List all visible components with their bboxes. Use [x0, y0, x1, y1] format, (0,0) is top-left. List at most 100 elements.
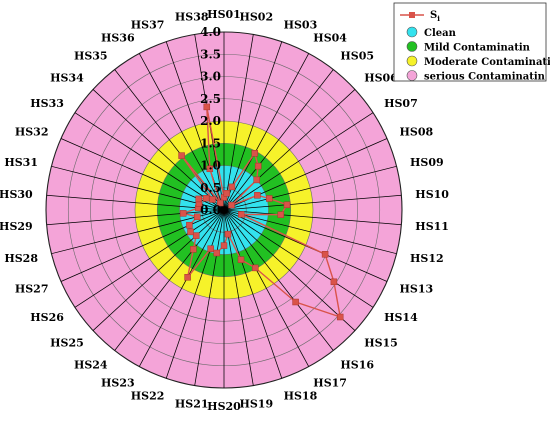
spoke-line [223, 209, 334, 351]
spoke-line [223, 69, 334, 211]
category-label-hs02: HS02 [239, 11, 273, 24]
category-label-hs30: HS30 [0, 188, 33, 201]
data-point-hs16 [292, 298, 299, 306]
data-point-hs09 [266, 195, 273, 202]
data-point-hs02 [223, 190, 231, 197]
spoke-line [223, 112, 374, 211]
spoke-line [223, 165, 397, 211]
category-label-hs31: HS31 [4, 156, 38, 169]
data-point-hs34 [209, 196, 216, 203]
legend: Si Clean Mild Contaminatin Moderate Contami… [393, 2, 550, 83]
radial-tick-label: 3.0 [200, 70, 221, 84]
spoke-line [92, 209, 225, 331]
data-point-hs32 [195, 195, 202, 203]
category-label-hs24: HS24 [74, 359, 108, 372]
data-point-hs05 [254, 162, 262, 170]
category-label-hs38: HS38 [175, 11, 209, 24]
category-label-hs13: HS13 [400, 283, 434, 296]
category-label-hs34: HS34 [50, 71, 84, 84]
spoke-line [46, 209, 225, 226]
radial-tick-label: 2.5 [200, 92, 221, 106]
spoke-line [223, 209, 283, 379]
legend-series-marker [409, 12, 415, 18]
spoke-line [194, 209, 225, 386]
legend-swatch [406, 26, 418, 38]
data-point-hs12 [238, 211, 245, 218]
category-label-hs14: HS14 [384, 311, 418, 324]
category-label-hs16: HS16 [340, 359, 374, 372]
data-point-hs24 [190, 246, 197, 253]
spoke-line [138, 209, 225, 367]
category-label-hs10: HS10 [415, 188, 449, 201]
data-point-hs10 [283, 201, 291, 209]
data-point-hs08 [254, 192, 261, 199]
category-label-hs29: HS29 [0, 220, 33, 233]
category-label-hs09: HS09 [410, 156, 444, 169]
legend-entry-label: Moderate Contaminatin [424, 57, 550, 68]
spoke-line [92, 89, 225, 211]
radial-tick-label: 1.5 [200, 136, 221, 150]
radial-tick-label: 1.0 [200, 159, 221, 173]
legend-swatch [406, 55, 418, 67]
radial-tick-label: 0.5 [200, 181, 221, 195]
spoke-line [46, 194, 225, 211]
category-label-hs15: HS15 [364, 337, 398, 350]
spoke-line [74, 112, 225, 211]
data-point-hs13 [321, 251, 329, 258]
data-point-hs11 [277, 211, 285, 218]
category-label-hs37: HS37 [131, 19, 165, 32]
data-point-hs21 [213, 249, 221, 257]
category-label-hs36: HS36 [101, 32, 135, 45]
data-point-hs20 [220, 242, 228, 249]
legend-entry-label: Clean [424, 28, 457, 39]
data-point-hs04 [251, 150, 258, 157]
spoke-line [223, 209, 402, 226]
spoke-line [60, 209, 225, 282]
legend-entry-label: Mild Contaminatin [424, 43, 531, 54]
category-label-hs08: HS08 [400, 125, 434, 138]
category-label-hs07: HS07 [384, 97, 418, 110]
spoke-line [138, 53, 225, 211]
category-label-hs06: HS06 [364, 71, 398, 84]
data-point-hs29 [179, 210, 187, 217]
spoke-line [223, 41, 283, 211]
spoke-line [51, 165, 225, 211]
series-si [178, 103, 344, 321]
data-point-hs37 [206, 165, 214, 173]
data-point-hs03 [228, 183, 236, 191]
spoke-line [74, 209, 225, 308]
category-label-hs27: HS27 [15, 283, 49, 296]
category-label-hs12: HS12 [410, 252, 444, 265]
category-label-hs26: HS26 [30, 311, 64, 324]
data-point-hs25 [192, 232, 200, 239]
legend-swatch [406, 70, 418, 81]
spoke-line [223, 53, 310, 211]
data-point-hs26 [187, 228, 194, 236]
category-label-hs03: HS03 [284, 19, 318, 32]
category-label-hs01: HS01 [207, 8, 241, 21]
radial-tick-label: 4.0 [200, 25, 221, 39]
legend-entry-label: serious Contaminatin [424, 72, 546, 83]
radial-tick-labels: 0.0 0.5 1.0 1.5 2.0 2.5 3.0 3.5 4.0 [200, 25, 221, 217]
radial-tick-label: 0.0 [200, 203, 221, 217]
spoke-line [223, 209, 374, 308]
spoke-line [223, 34, 254, 211]
data-point-hs15 [336, 313, 344, 321]
data-point-hs27 [186, 221, 193, 229]
category-label-hs23: HS23 [101, 376, 135, 389]
legend-box [393, 2, 547, 82]
category-label-hs11: HS11 [415, 220, 449, 233]
spoke-line [223, 209, 254, 386]
spoke-line [165, 209, 225, 379]
spoke-line [114, 69, 225, 211]
legend-series-label: Si [430, 10, 440, 23]
data-point-hs18 [237, 256, 245, 263]
data-point-hs38 [203, 103, 211, 111]
data-point-hs23 [184, 274, 191, 281]
category-label-hs19: HS19 [239, 397, 273, 410]
category-label-hs28: HS28 [4, 252, 38, 265]
data-point-hs07 [228, 201, 235, 209]
category-label-hs22: HS22 [131, 389, 165, 402]
